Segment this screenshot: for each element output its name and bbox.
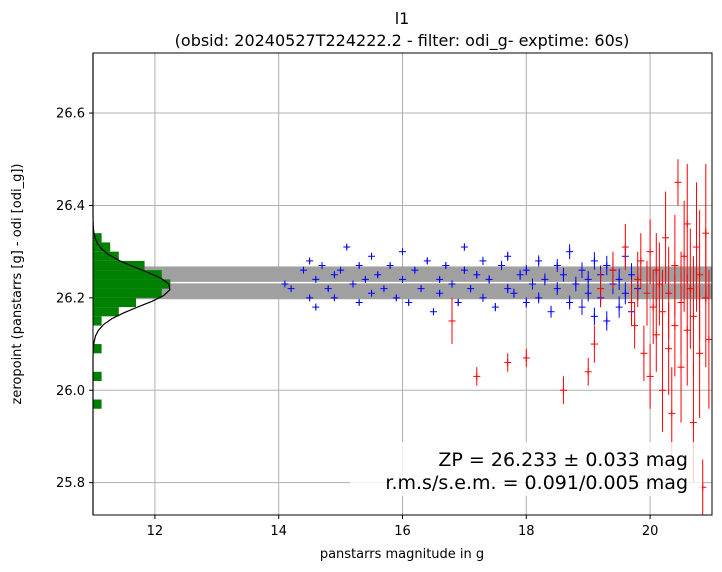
y-axis-ticks: 25.8 26.0 26.2 26.4 26.6 <box>56 107 93 491</box>
x-tick-label: 18 <box>518 524 535 539</box>
histogram-bar <box>93 251 119 261</box>
annotation-background <box>350 442 702 496</box>
y-tick-label: 26.4 <box>56 199 85 214</box>
x-axis-label: panstarrs magnitude in g <box>320 547 484 562</box>
x-tick-label: 12 <box>147 524 164 539</box>
histogram-bar <box>93 297 136 308</box>
rejected-star-points <box>448 159 713 515</box>
y-tick-label: 26.0 <box>56 384 85 399</box>
y-axis-label: zeropoint (panstarrs [g] - odi [odi_g]) <box>10 164 25 405</box>
histogram-bar <box>93 371 102 382</box>
histogram-bar <box>93 307 119 317</box>
histogram-bar <box>93 288 162 298</box>
x-tick-label: 20 <box>642 524 659 539</box>
chart-title-line1: l1 <box>395 9 410 28</box>
histogram-bar <box>93 233 102 243</box>
x-axis-ticks: 12 14 16 18 20 <box>147 515 659 539</box>
histogram-bar <box>93 270 162 280</box>
histogram-bar <box>93 399 102 409</box>
y-tick-label: 25.8 <box>56 476 85 491</box>
y-tick-label: 26.6 <box>56 107 85 122</box>
x-tick-label: 16 <box>394 524 411 539</box>
chart-title-line2: (obsid: 20240527T224222.2 - filter: odi_… <box>175 31 630 51</box>
histogram-bar <box>93 279 171 289</box>
rms-annotation: r.m.s/s.e.m. = 0.091/0.005 mag <box>385 472 688 494</box>
histogram-bar <box>93 260 145 271</box>
x-tick-label: 14 <box>270 524 287 539</box>
histogram-bar <box>93 242 111 252</box>
histogram-bar <box>93 344 102 354</box>
histogram-bar <box>93 316 102 326</box>
y-tick-label: 26.2 <box>56 291 85 306</box>
zeropoint-annotation: ZP = 26.233 ± 0.033 mag <box>438 449 688 471</box>
